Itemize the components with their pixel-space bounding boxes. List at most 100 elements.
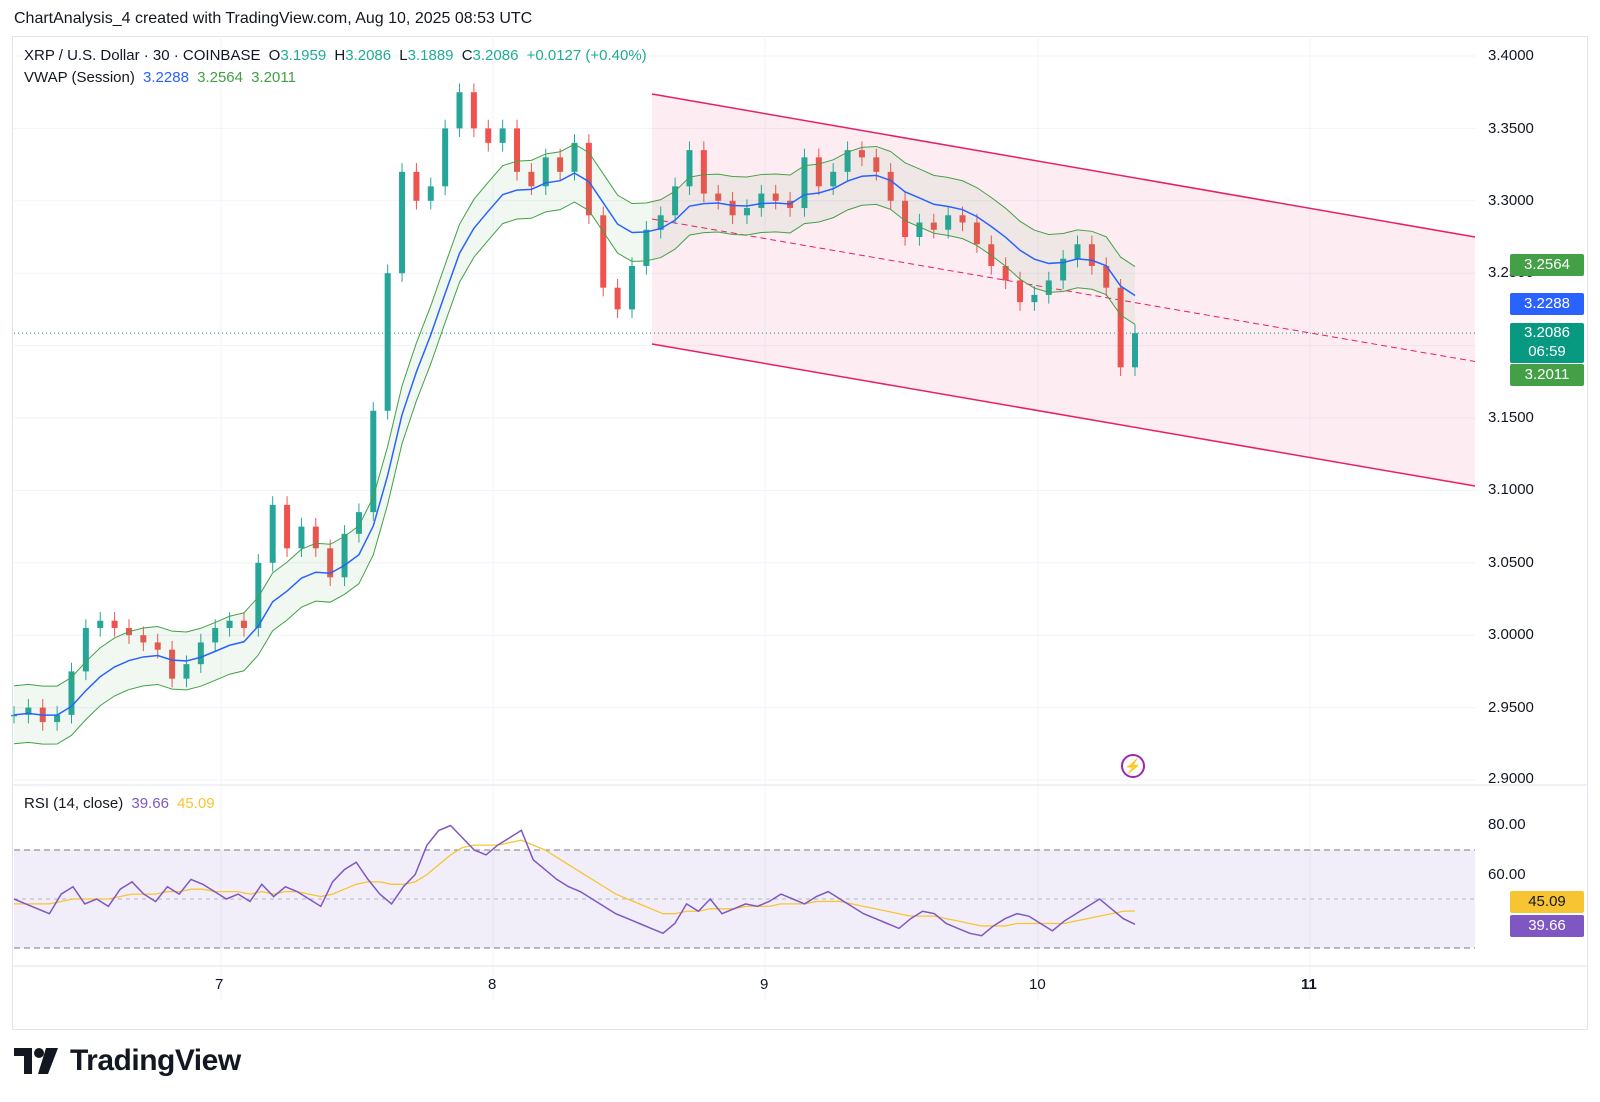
candle-body — [370, 410, 377, 513]
candle-body — [772, 193, 779, 201]
candle-body — [844, 150, 851, 172]
upper-band-tag: 3.2564 — [1510, 254, 1584, 276]
y-tick-3.1000: 3.1000 — [1488, 481, 1534, 498]
rsi-tick-60: 60.00 — [1488, 866, 1526, 883]
candle-body — [1103, 265, 1110, 288]
vwap-upper-band — [13, 143, 1136, 687]
x-tick-11: 11 — [1301, 976, 1317, 993]
y-tick-3.0000: 3.0000 — [1488, 626, 1534, 643]
symbol-legend: XRP / U.S. Dollar · 30 · COINBASE O3.195… — [24, 47, 651, 64]
candle-body — [959, 215, 966, 223]
channel-fill — [652, 94, 1475, 486]
candle-body — [815, 157, 822, 187]
tradingview-logo-icon — [14, 1048, 58, 1074]
candle-body — [930, 222, 937, 230]
candle-body — [399, 171, 406, 274]
candle-body — [1074, 244, 1081, 259]
close-value: 3.2086 — [472, 47, 519, 64]
y-tick-3.3500: 3.3500 — [1488, 120, 1534, 137]
rsi-line — [13, 824, 1136, 937]
rsi-legend[interactable]: RSI (14, close) 39.66 45.09 — [24, 795, 219, 812]
candle-body — [499, 128, 506, 143]
y-tick-3.1500: 3.1500 — [1488, 409, 1534, 426]
candle-body — [154, 642, 161, 650]
vwap-lower-band — [13, 201, 1136, 745]
rsi-ma-line — [14, 839, 1136, 927]
candle-body — [542, 157, 549, 187]
candle-body — [887, 171, 894, 201]
candle-body — [1045, 280, 1052, 295]
y-tick-2.9500: 2.9500 — [1488, 699, 1534, 716]
candle-body — [269, 504, 276, 563]
rsi-name: RSI (14, close) — [24, 795, 124, 812]
x-tick-9: 9 — [760, 976, 769, 993]
candle-body — [240, 620, 247, 628]
candle-body — [169, 649, 176, 679]
candle-body — [1031, 294, 1038, 303]
open-label: O — [268, 47, 281, 64]
candle-body — [830, 171, 837, 187]
low-value: 3.1889 — [407, 47, 454, 64]
candle-body — [916, 222, 923, 237]
rsi-ma-tag: 45.09 — [1510, 891, 1584, 913]
candle-body — [686, 150, 693, 187]
high-label: H — [334, 47, 346, 64]
vwap-value: 3.2288 — [143, 69, 189, 86]
high-value: 3.2086 — [345, 47, 392, 64]
vwap-tag: 3.2288 — [1510, 293, 1584, 315]
candle-body — [628, 265, 635, 310]
candle-body — [973, 222, 980, 245]
candle-body — [902, 200, 909, 237]
x-tick-10: 10 — [1029, 976, 1046, 993]
symbol-name: XRP / U.S. Dollar · 30 · COINBASE — [24, 47, 261, 64]
candle-body — [255, 562, 262, 628]
lightning-event-icon[interactable]: ⚡ — [1121, 754, 1145, 778]
candle-body — [54, 714, 61, 723]
candle-body — [82, 627, 89, 672]
candle-body — [801, 157, 808, 209]
candle-body — [945, 215, 952, 230]
candle-body — [1088, 244, 1095, 266]
candle-body — [226, 620, 233, 628]
candle-body — [312, 526, 319, 549]
candle-body — [715, 193, 722, 201]
candle-body — [743, 208, 750, 216]
price-change: +0.0127 (+0.40%) — [526, 47, 647, 64]
candle-body — [657, 215, 664, 230]
candle-body — [470, 92, 477, 129]
candle-body — [672, 186, 679, 216]
last-price-tag: 3.2086 06:59 — [1510, 323, 1584, 363]
rsi-tag: 39.66 — [1510, 915, 1584, 937]
candle-body — [758, 193, 765, 209]
candle-body — [729, 200, 736, 216]
vwap-band-fill — [14, 144, 1135, 745]
candle-body — [643, 229, 650, 266]
candle-body — [585, 142, 592, 216]
candle-body — [298, 526, 305, 549]
candle-body — [212, 627, 219, 643]
candle-body — [1017, 280, 1024, 303]
candle-body — [485, 128, 492, 143]
candle-body — [68, 671, 75, 715]
bar-countdown: 06:59 — [1528, 343, 1566, 360]
candle-body — [873, 157, 880, 172]
vwap-lower-value: 3.2011 — [251, 69, 296, 86]
candle-body — [614, 287, 621, 310]
vwap-name: VWAP (Session) — [24, 69, 135, 86]
y-tick-3.4000: 3.4000 — [1488, 47, 1534, 64]
logo-text: TradingView — [70, 1044, 241, 1077]
channel-upper-line — [651, 93, 1476, 238]
close-label: C — [461, 47, 473, 64]
vwap-legend[interactable]: VWAP (Session) 3.2288 3.2564 3.2011 — [24, 69, 300, 86]
candle-body — [11, 714, 17, 717]
vwap-upper-value: 3.2564 — [197, 69, 243, 86]
candle-body — [341, 533, 348, 578]
rsi-tick-80: 80.00 — [1488, 816, 1526, 833]
candle-body — [197, 642, 204, 665]
candle-body — [456, 92, 463, 129]
candle-body — [858, 150, 865, 158]
tradingview-logo[interactable]: TradingView — [14, 1044, 241, 1078]
candle-body — [183, 664, 190, 679]
candle-body — [600, 215, 607, 288]
